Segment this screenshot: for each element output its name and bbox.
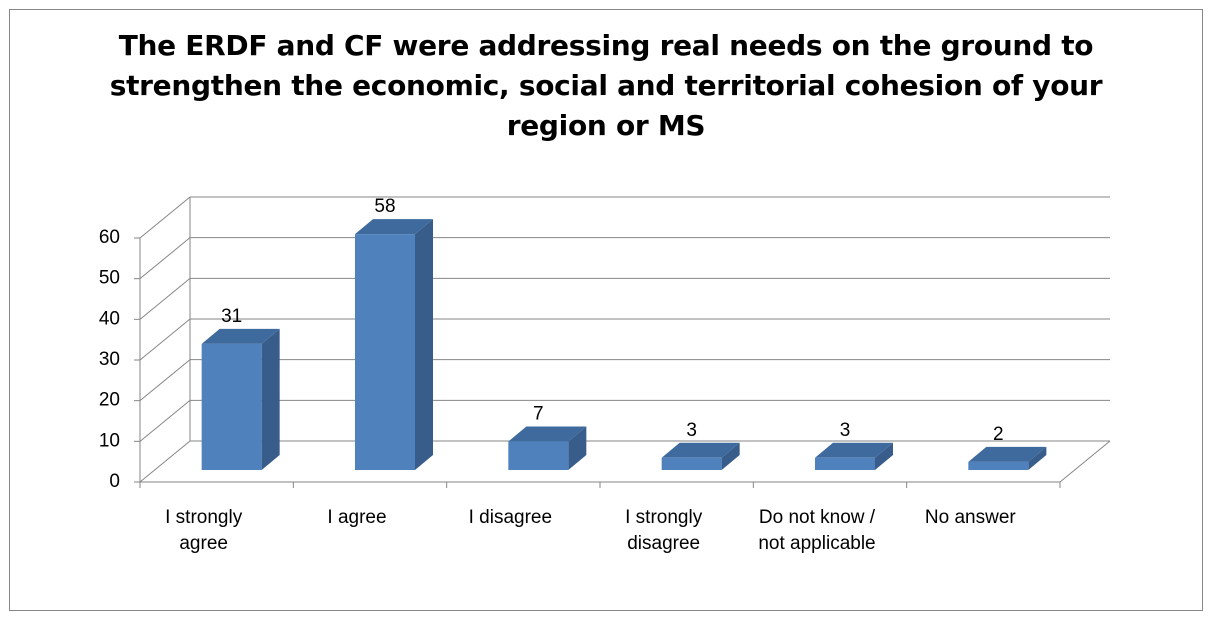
bar [815, 457, 875, 470]
grid-side [139, 359, 191, 402]
y-tick-label: 20 [99, 390, 120, 411]
bar-top [815, 442, 893, 458]
grid-side [139, 277, 191, 320]
bar [201, 343, 262, 470]
bar [355, 234, 415, 470]
floor-edge [1059, 440, 1111, 483]
value-label: 3 [686, 420, 697, 441]
bar-top [508, 426, 587, 442]
chart-border [9, 9, 1203, 611]
bar-top [355, 219, 433, 235]
y-tick-label: 60 [99, 227, 120, 248]
bar-top [201, 328, 280, 344]
bar-side [875, 442, 893, 470]
x-tick-label: I strongly disagree [625, 507, 703, 554]
chart-title: The ERDF and CF were addressing real nee… [109, 29, 1103, 142]
bar-side [721, 442, 740, 470]
bar-top [661, 442, 740, 458]
bar-side [568, 426, 587, 470]
y-tick-label: 0 [109, 471, 120, 492]
x-tick-label: Do not know / not applicable [758, 507, 876, 554]
grid-side [139, 440, 191, 483]
x-tick-label: No answer [924, 507, 1016, 528]
y-tick-label: 30 [99, 349, 120, 370]
y-tick-label: 10 [99, 430, 120, 451]
x-tick-label: I disagree [468, 507, 553, 528]
bar-top [968, 446, 1047, 462]
bar [968, 461, 1029, 470]
y-tick-label: 40 [99, 308, 120, 329]
grid-side [139, 196, 191, 239]
value-label: 31 [221, 306, 242, 327]
x-tick-label: I strongly agree [165, 507, 243, 554]
grid-side [139, 237, 191, 280]
y-tick-label: 50 [99, 268, 120, 289]
x-tick-label: I agree [327, 507, 387, 528]
bar-side [1028, 446, 1047, 470]
bar [661, 457, 722, 470]
value-label: 3 [840, 420, 851, 441]
bar-side [415, 219, 433, 470]
grid-side [139, 318, 191, 361]
grid-side [139, 399, 191, 442]
value-label: 58 [374, 196, 395, 217]
value-label: 7 [533, 404, 544, 425]
value-label: 2 [993, 424, 1004, 445]
bar [508, 441, 569, 470]
bar-side [261, 328, 280, 470]
